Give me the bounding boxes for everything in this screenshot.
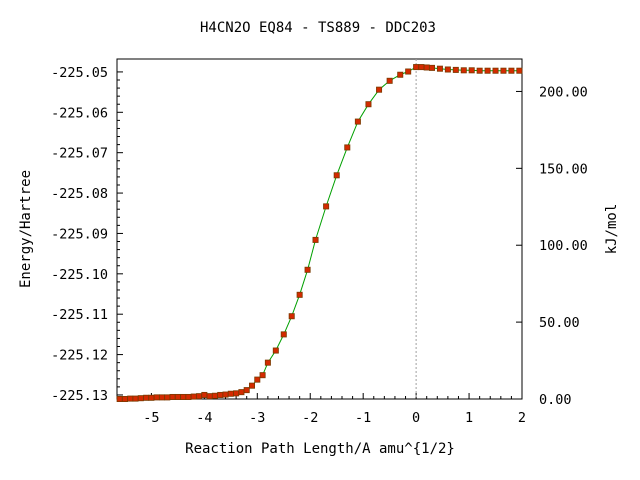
x-tick-label: 0 xyxy=(412,410,420,426)
data-points xyxy=(116,64,523,402)
y-tick-label: -225.07 xyxy=(51,146,108,162)
data-point xyxy=(397,71,404,78)
y-axis-label: Energy/Hartree xyxy=(18,170,34,288)
data-point xyxy=(254,376,261,383)
data-point xyxy=(365,101,372,108)
y-tick-label: -225.10 xyxy=(51,267,108,283)
data-point xyxy=(376,86,383,93)
y-tick-label: -225.06 xyxy=(51,105,108,121)
y-tick-label: -225.09 xyxy=(51,226,108,242)
data-point xyxy=(233,390,240,397)
x-tick-label: -3 xyxy=(249,410,265,426)
data-point xyxy=(508,67,515,74)
data-point xyxy=(211,392,218,399)
data-point xyxy=(386,77,393,84)
data-point xyxy=(516,67,523,74)
data-point xyxy=(127,395,134,402)
x-tick-label: 1 xyxy=(465,410,473,426)
y-tick-label: -225.13 xyxy=(51,388,108,404)
plot-frame xyxy=(116,58,523,400)
data-point xyxy=(143,394,150,401)
y-axis-left: -225.05 -225.06 -225.07 -225.08 -225.09 -225.… xyxy=(51,65,123,404)
y-tick-label: -225.11 xyxy=(51,307,108,323)
data-point xyxy=(280,331,287,338)
data-point xyxy=(180,393,187,400)
data-point xyxy=(190,393,197,400)
y-tick-label: -225.08 xyxy=(51,186,108,202)
data-point xyxy=(484,67,491,74)
data-point xyxy=(323,203,330,210)
data-point xyxy=(116,395,123,402)
data-point xyxy=(238,389,245,396)
x-axis: -5 -4 -3 -2 -1 0 1 2 xyxy=(119,393,526,426)
data-point xyxy=(132,395,139,402)
data-point xyxy=(164,394,171,401)
y2-tick-label: 150.00 xyxy=(539,161,588,177)
data-point xyxy=(206,393,213,400)
data-point xyxy=(296,291,303,298)
data-point xyxy=(227,390,234,397)
data-point xyxy=(217,391,224,398)
data-point xyxy=(185,393,192,400)
data-point xyxy=(248,382,255,389)
data-point xyxy=(121,395,128,402)
data-point xyxy=(423,64,430,71)
data-point xyxy=(418,64,425,71)
x-tick-label: -1 xyxy=(355,410,371,426)
data-point xyxy=(405,68,412,75)
y2-axis-label: kJ/mol xyxy=(604,204,620,255)
data-point xyxy=(264,359,271,366)
data-point xyxy=(158,394,165,401)
data-point xyxy=(288,313,295,320)
data-point xyxy=(333,172,340,179)
data-point xyxy=(174,393,181,400)
y-tick-label: -225.05 xyxy=(51,65,108,81)
data-point xyxy=(259,372,266,379)
data-point xyxy=(492,67,499,74)
y-axis-right: 0.00 50.00 100.00 150.00 200.00 xyxy=(516,84,588,408)
data-point xyxy=(243,387,250,394)
data-point xyxy=(444,66,451,73)
data-point xyxy=(428,64,435,71)
data-point xyxy=(137,395,144,402)
data-point xyxy=(201,391,208,398)
data-point xyxy=(460,67,467,74)
chart-title: H4CN2O EQ84 - TS889 - DDC203 xyxy=(200,20,436,36)
data-point xyxy=(500,67,507,74)
data-point xyxy=(413,64,420,71)
x-tick-label: -4 xyxy=(196,410,212,426)
data-point xyxy=(436,65,443,72)
x-tick-label: 2 xyxy=(518,410,526,426)
data-point xyxy=(153,394,160,401)
data-point xyxy=(476,67,483,74)
y2-tick-label: 100.00 xyxy=(539,238,588,254)
data-point xyxy=(196,393,203,400)
y2-tick-label: 200.00 xyxy=(539,84,588,100)
data-point xyxy=(169,393,176,400)
data-point xyxy=(148,394,155,401)
y2-tick-label: 0.00 xyxy=(539,392,572,408)
energy-curve xyxy=(119,66,520,400)
x-axis-label: Reaction Path Length/A amu^{1/2} xyxy=(185,441,455,457)
data-point xyxy=(344,144,351,151)
data-point xyxy=(354,118,361,125)
y2-tick-label: 50.00 xyxy=(539,315,580,331)
x-tick-label: -2 xyxy=(302,410,318,426)
data-point xyxy=(468,67,475,74)
data-point xyxy=(222,391,229,398)
data-point xyxy=(312,236,319,243)
data-point xyxy=(304,266,311,273)
data-point xyxy=(452,66,459,73)
y-tick-label: -225.12 xyxy=(51,348,108,364)
x-tick-label: -5 xyxy=(143,410,159,426)
data-point xyxy=(272,347,279,354)
